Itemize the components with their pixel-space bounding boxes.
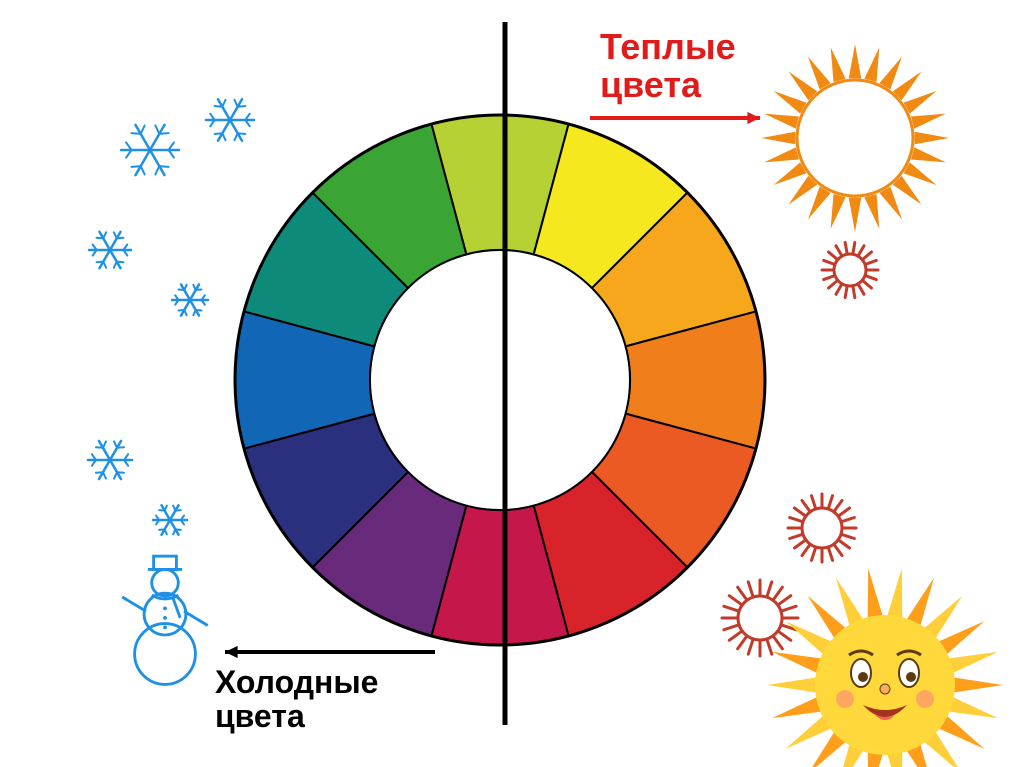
- snowflake-icon: [153, 505, 187, 534]
- small-sun-icon: [822, 242, 878, 297]
- small-sun-icon: [722, 580, 798, 656]
- snowflake-icon: [121, 125, 179, 175]
- cold-text-line1: Холодные: [215, 666, 378, 700]
- diagram-stage: Теплые цвета Холодные цвета: [0, 0, 1024, 767]
- snowman-icon: [122, 556, 208, 684]
- cartoon-sun-icon: [767, 568, 1003, 767]
- snowflake-icon: [88, 441, 132, 479]
- warm-text-line2: цвета: [600, 66, 736, 104]
- warm-arrow: [590, 112, 760, 124]
- cold-colors-label: Холодные цвета: [215, 666, 378, 733]
- small-sun-icon: [788, 494, 856, 562]
- cold-text-line2: цвета: [215, 700, 378, 734]
- snowflake-icon: [172, 284, 208, 315]
- snowflakes-group: [88, 99, 254, 535]
- warm-text-line1: Теплые: [600, 28, 736, 66]
- cold-arrow: [225, 646, 435, 658]
- color-wheel: [235, 115, 765, 645]
- diagram-svg: [0, 0, 1024, 767]
- snowflake-icon: [89, 232, 131, 268]
- snowflake-icon: [206, 99, 254, 141]
- sun-outline-icon: [761, 44, 949, 232]
- warm-colors-label: Теплые цвета: [600, 28, 736, 104]
